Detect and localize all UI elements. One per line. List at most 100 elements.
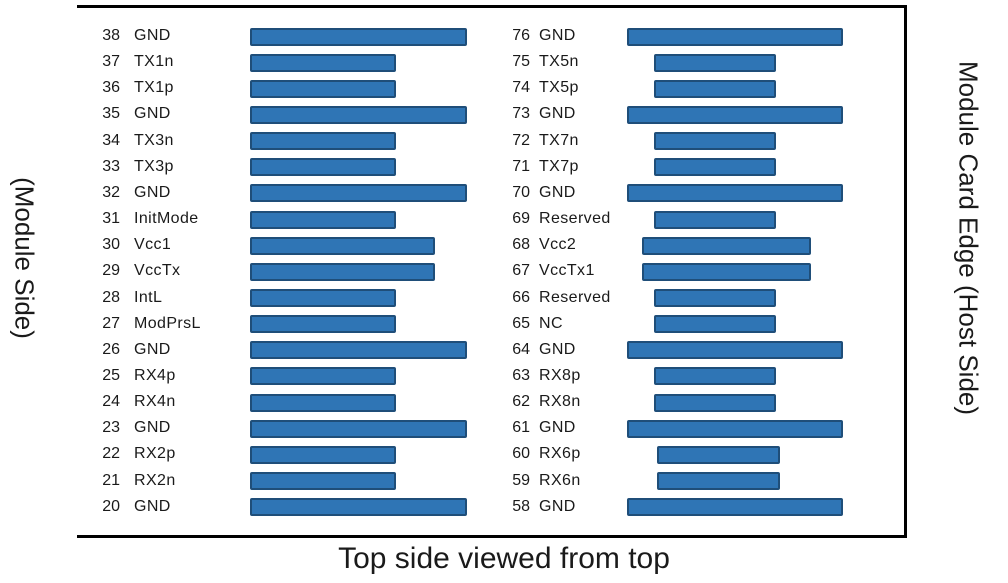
pin-name: GND: [539, 340, 576, 358]
pin-number: 31: [102, 210, 120, 228]
pin-number: 32: [102, 183, 120, 201]
pin-name: ModPrsL: [134, 314, 201, 332]
pin-number: 70: [512, 183, 530, 201]
pin-name: TX1p: [134, 79, 174, 97]
pin-name: TX7p: [539, 157, 579, 175]
pin-name: RX8p: [539, 366, 581, 384]
pin-name: GND: [134, 27, 171, 44]
pin-name: VccTx1: [539, 262, 595, 280]
pin-number: 33: [102, 157, 120, 175]
pin-number: 28: [102, 288, 120, 306]
pin-name: RX6n: [539, 471, 581, 489]
pin-name: TX3n: [134, 131, 174, 149]
pin-number: 37: [102, 53, 120, 71]
contact-pad: [250, 262, 435, 281]
pin-name: GND: [539, 105, 576, 123]
pin-number: 62: [512, 393, 530, 411]
pin-number: 26: [102, 340, 120, 358]
contact-pad: [627, 419, 843, 438]
contact-pad: [654, 210, 776, 229]
pin-number: 29: [102, 262, 120, 280]
contact-pad: [627, 184, 843, 203]
contact-pad: [250, 27, 467, 46]
contact-pad: [654, 132, 776, 151]
pin-number: 36: [102, 79, 120, 97]
contact-pad: [250, 53, 396, 72]
right-side-label: Module Card Edge (Host Side): [953, 60, 984, 416]
contact-pad: [250, 210, 396, 229]
pin-number: 34: [102, 131, 120, 149]
pin-name: RX2n: [134, 471, 176, 489]
pin-number: 72: [512, 131, 530, 149]
pin-number: 76: [512, 27, 530, 44]
contact-pad: [250, 393, 396, 412]
contact-pad: [657, 472, 780, 491]
pin-name: GND: [539, 497, 576, 515]
pin-name: Vcc2: [539, 236, 577, 254]
pin-name: RX2p: [134, 445, 176, 463]
contact-pad: [654, 289, 776, 307]
pin-name: IntL: [134, 288, 163, 306]
contact-pad: [250, 419, 467, 438]
pin-number: 59: [512, 471, 530, 489]
pin-number: 64: [512, 340, 530, 358]
contact-pad: [642, 262, 811, 281]
contact-pad: [250, 184, 467, 203]
pin-number: 35: [102, 105, 120, 123]
contact-pad: [654, 393, 776, 412]
left-side-label: (Module Side): [9, 177, 40, 339]
pin-number: 24: [102, 393, 120, 411]
pin-name: TX7n: [539, 131, 579, 149]
pin-name: GND: [539, 183, 576, 201]
contact-pad: [250, 472, 396, 491]
pin-number: 30: [102, 236, 120, 254]
contact-pad: [657, 445, 780, 464]
pin-name: GND: [134, 419, 171, 437]
pin-name: GND: [134, 497, 171, 515]
pin-number: 67: [512, 262, 530, 280]
card-outline: [77, 5, 907, 538]
pin-name: TX1n: [134, 53, 174, 71]
contact-pad: [654, 53, 776, 72]
contact-pad: [250, 445, 396, 464]
contact-pad: [627, 27, 843, 46]
pin-number: 66: [512, 288, 530, 306]
contact-pad: [250, 236, 435, 255]
contact-pad: [250, 79, 396, 98]
pin-number: 27: [102, 314, 120, 332]
contact-pad: [627, 105, 843, 124]
contact-pad: [654, 367, 776, 386]
contact-pad: [627, 341, 843, 360]
pin-number: 75: [512, 53, 530, 71]
contact-pad: [642, 236, 811, 255]
pin-number: 65: [512, 314, 530, 332]
pin-number: 38: [102, 27, 120, 44]
pin-name: TX5p: [539, 79, 579, 97]
pin-name: RX6p: [539, 445, 581, 463]
contact-pad: [627, 498, 843, 517]
pin-number: 60: [512, 445, 530, 463]
pin-name: RX4p: [134, 366, 176, 384]
contact-pad: [250, 289, 396, 307]
pin-number: 21: [102, 471, 120, 489]
pin-name: RX4n: [134, 393, 176, 411]
pin-number: 71: [512, 157, 530, 175]
pin-name: RX8n: [539, 393, 581, 411]
pin-number: 68: [512, 236, 530, 254]
pin-name: InitMode: [134, 210, 199, 228]
contact-pad: [654, 315, 776, 334]
pin-number: 69: [512, 210, 530, 228]
pin-name: GND: [539, 419, 576, 437]
pin-name: TX5n: [539, 53, 579, 71]
pin-number: 74: [512, 79, 530, 97]
contact-pad: [250, 498, 467, 517]
pin-number: 20: [102, 497, 120, 515]
pin-name: Reserved: [539, 210, 611, 228]
pin-name: GND: [539, 27, 576, 44]
pin-name: Reserved: [539, 288, 611, 306]
pin-number: 61: [512, 419, 530, 437]
pin-number: 22: [102, 445, 120, 463]
diagram-caption: Top side viewed from top: [338, 542, 670, 575]
pin-name: VccTx: [134, 262, 181, 280]
pin-number: 63: [512, 366, 530, 384]
